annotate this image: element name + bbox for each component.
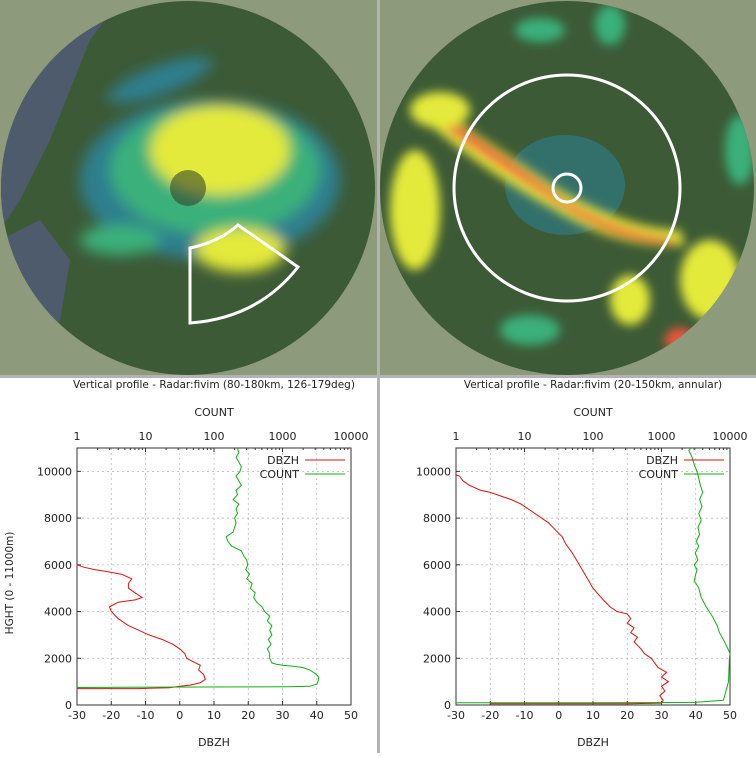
series-dbzh-line bbox=[455, 474, 670, 705]
series-count-line bbox=[76, 447, 320, 688]
x2-tick-label: 10000 bbox=[334, 430, 369, 443]
legend-label-dbzh: DBZH bbox=[646, 454, 678, 467]
x2-tick-label: 1 bbox=[453, 430, 460, 443]
left-profile-svg: Vertical profile - Radar:fivim (80-180km… bbox=[4, 379, 369, 749]
x2-axis-label: COUNT bbox=[194, 406, 234, 419]
x-tick-label: 50 bbox=[344, 709, 358, 722]
y-tick-label: 10000 bbox=[416, 465, 451, 478]
x-tick-label: 40 bbox=[310, 709, 324, 722]
x-axis-label: DBZH bbox=[577, 736, 609, 749]
legend-label-dbzh: DBZH bbox=[267, 454, 299, 467]
legend-label-count: COUNT bbox=[639, 468, 679, 481]
x-tick-label: 10 bbox=[207, 709, 221, 722]
x-tick-label: 0 bbox=[176, 709, 183, 722]
x-tick-label: -10 bbox=[137, 709, 155, 722]
y-axis-label: HGHT (0 - 11000m) bbox=[4, 532, 16, 635]
plot-frame bbox=[455, 447, 731, 706]
right-radar-map bbox=[380, 0, 756, 375]
y-tick-label: 4000 bbox=[423, 606, 451, 619]
sector-outline bbox=[188, 223, 301, 325]
x2-tick-label: 10 bbox=[518, 430, 532, 443]
x-tick-label: 50 bbox=[723, 709, 737, 722]
inner-range-ring bbox=[551, 172, 583, 204]
x-tick-label: -30 bbox=[447, 709, 465, 722]
y-tick-label: 8000 bbox=[423, 512, 451, 525]
x-tick-label: 20 bbox=[241, 709, 255, 722]
x2-tick-label: 10 bbox=[139, 430, 153, 443]
x2-tick-label: 100 bbox=[204, 430, 225, 443]
series-dbzh-line bbox=[76, 564, 207, 690]
x2-tick-label: 1000 bbox=[648, 430, 676, 443]
right-profile-svg: Vertical profile - Radar:fivim (20-150km… bbox=[416, 379, 748, 749]
y-tick-label: 2000 bbox=[44, 652, 72, 665]
x-tick-label: -20 bbox=[102, 709, 120, 722]
outer-range-ring bbox=[452, 73, 682, 303]
left-radar-map bbox=[0, 0, 377, 375]
y-tick-label: 6000 bbox=[44, 559, 72, 572]
x-tick-label: -10 bbox=[516, 709, 534, 722]
x-tick-label: -20 bbox=[481, 709, 499, 722]
panel-separator-horizontal bbox=[0, 375, 756, 378]
legend-label-count: COUNT bbox=[260, 468, 300, 481]
plot-frame bbox=[76, 447, 352, 706]
y-tick-label: 10000 bbox=[37, 465, 72, 478]
right-radar-image bbox=[380, 0, 756, 375]
chart-title: Vertical profile - Radar:fivim (80-180km… bbox=[73, 379, 355, 391]
x2-tick-label: 1000 bbox=[269, 430, 297, 443]
y-tick-label: 6000 bbox=[423, 559, 451, 572]
x-tick-label: -30 bbox=[68, 709, 86, 722]
x2-tick-label: 1 bbox=[74, 430, 81, 443]
x2-tick-label: 100 bbox=[583, 430, 604, 443]
x-tick-label: 20 bbox=[620, 709, 634, 722]
left-profile-chart: Vertical profile - Radar:fivim (80-180km… bbox=[0, 378, 377, 753]
x-tick-label: 10 bbox=[586, 709, 600, 722]
x2-axis-label: COUNT bbox=[573, 406, 613, 419]
x-axis-label: DBZH bbox=[198, 736, 230, 749]
x-tick-label: 30 bbox=[276, 709, 290, 722]
y-tick-label: 8000 bbox=[44, 512, 72, 525]
y-tick-label: 4000 bbox=[44, 606, 72, 619]
series-count-line bbox=[456, 447, 731, 704]
y-tick-label: 0 bbox=[444, 699, 451, 712]
x-tick-label: 40 bbox=[689, 709, 703, 722]
chart-title: Vertical profile - Radar:fivim (20-150km… bbox=[464, 379, 722, 391]
right-profile-chart: Vertical profile - Radar:fivim (20-150km… bbox=[380, 378, 756, 753]
y-tick-label: 2000 bbox=[423, 652, 451, 665]
x-tick-label: 30 bbox=[655, 709, 669, 722]
x-tick-label: 0 bbox=[555, 709, 562, 722]
y-tick-label: 0 bbox=[65, 699, 72, 712]
left-radar-image bbox=[0, 0, 377, 375]
x2-tick-label: 10000 bbox=[713, 430, 748, 443]
